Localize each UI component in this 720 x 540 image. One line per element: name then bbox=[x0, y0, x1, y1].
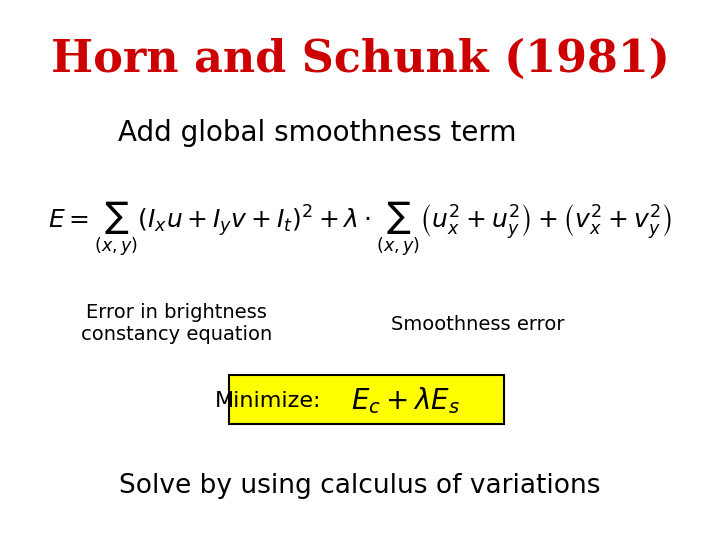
Text: Smoothness error: Smoothness error bbox=[391, 314, 564, 334]
Text: $E = \sum_{(x,y)} \left( I_x u + I_y v + I_t \right)^2 + \lambda \cdot \sum_{(x,: $E = \sum_{(x,y)} \left( I_x u + I_y v +… bbox=[48, 200, 672, 259]
FancyBboxPatch shape bbox=[229, 375, 504, 424]
Text: Add global smoothness term: Add global smoothness term bbox=[118, 119, 516, 147]
Text: Horn and Schunk (1981): Horn and Schunk (1981) bbox=[50, 38, 670, 81]
Text: Minimize:: Minimize: bbox=[215, 390, 322, 411]
Text: Solve by using calculus of variations: Solve by using calculus of variations bbox=[120, 473, 600, 499]
Text: Error in brightness
constancy equation: Error in brightness constancy equation bbox=[81, 303, 272, 345]
Text: $E_c + \lambda E_s$: $E_c + \lambda E_s$ bbox=[351, 385, 460, 416]
